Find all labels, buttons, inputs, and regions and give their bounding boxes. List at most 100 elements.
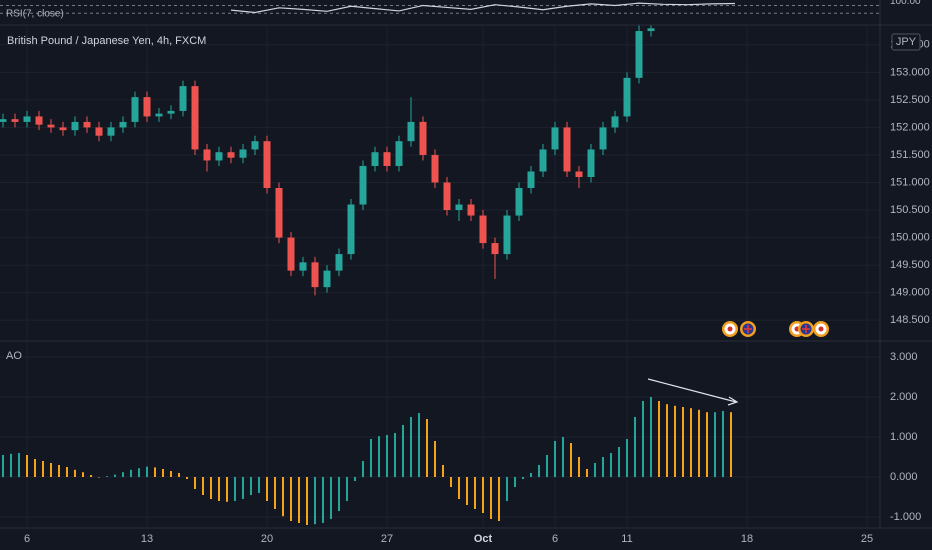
ao-bar (330, 477, 332, 519)
ao-bar (370, 439, 372, 477)
ao-bar (722, 411, 724, 477)
candle-body (467, 204, 475, 216)
ao-bar (2, 455, 4, 477)
ao-bar (74, 469, 76, 477)
candle-body (143, 97, 151, 117)
candle-body (587, 149, 595, 177)
ao-bar (410, 417, 412, 477)
ao-bar (490, 477, 492, 519)
candle-body (539, 149, 547, 172)
ao-bar (50, 463, 52, 477)
candle-body (491, 243, 499, 255)
ao-bar (434, 441, 436, 477)
candle-body (287, 237, 295, 271)
candle-body (323, 270, 331, 288)
currency-tag (891, 33, 921, 51)
ao-bar (666, 404, 668, 477)
x-tick-label: 25 (861, 533, 873, 545)
candle-body (455, 204, 463, 211)
flag-cross (802, 325, 810, 333)
y-tick-label: 149.000 (890, 287, 930, 299)
ao-bar (578, 457, 580, 477)
candle-body (575, 171, 583, 177)
ao-bar (418, 413, 420, 477)
candle-body (167, 110, 175, 114)
candle-body (551, 127, 559, 150)
y-tick-label: 148.500 (890, 314, 930, 326)
ao-bar (346, 477, 348, 501)
ao-bar (42, 461, 44, 477)
ao-bar (386, 435, 388, 477)
candle-body (563, 127, 571, 172)
ao-bar (306, 477, 308, 525)
ao-bar (106, 476, 108, 477)
candle-body (35, 116, 43, 125)
candle-body (227, 152, 235, 158)
y-tick-label: 2.000 (890, 391, 918, 403)
candle-body (395, 141, 403, 166)
symbol-title: British Pound / Japanese Yen, 4h, FXCM (7, 35, 206, 47)
ao-bar (698, 409, 700, 477)
ao-bar (570, 443, 572, 477)
ao-bar (426, 419, 428, 477)
flag-cross (744, 325, 752, 333)
ao-bar (474, 477, 476, 509)
ao-bar (242, 477, 244, 499)
ao-bar (586, 469, 588, 477)
ao-bar (154, 467, 156, 477)
candle-body (623, 77, 631, 117)
candle-body (47, 124, 55, 128)
candle-body (215, 152, 223, 161)
ao-bar (322, 477, 324, 523)
ao-bar (450, 477, 452, 487)
ao-bar (530, 473, 532, 477)
ao-bar (730, 412, 732, 477)
candle-body (119, 121, 127, 128)
ao-bar (218, 477, 220, 501)
candle-body (95, 127, 103, 136)
ao-bar (202, 477, 204, 495)
x-tick-label: 27 (381, 533, 393, 545)
ao-bar (114, 474, 116, 477)
ao-bar (234, 477, 236, 501)
ao-bar (138, 468, 140, 477)
ao-bar (522, 477, 524, 479)
ao-bar (354, 477, 356, 481)
flag-dot (727, 326, 733, 332)
ao-bar (634, 417, 636, 477)
candle-body (59, 127, 67, 131)
ao-bar (554, 441, 556, 477)
x-tick-label: 20 (261, 533, 273, 545)
candle-body (23, 116, 31, 122)
candle-body (239, 149, 247, 158)
x-tick-label: 18 (741, 533, 753, 545)
y-tick-label: 151.000 (890, 176, 930, 188)
ao-bar (266, 477, 268, 501)
arrow-head (727, 396, 739, 406)
ao-bar (338, 477, 340, 511)
ao-bar (130, 469, 132, 477)
candle-body (275, 188, 283, 238)
candle-body (299, 262, 307, 271)
ao-bar (18, 453, 20, 477)
x-tick-label: 6 (24, 533, 30, 545)
candle-body (179, 86, 187, 111)
ao-bar (642, 401, 644, 477)
ao-bar (162, 469, 164, 477)
candle-body (431, 154, 439, 183)
candle-body (635, 31, 643, 78)
candle-body (611, 116, 619, 128)
x-tick-label: 13 (141, 533, 153, 545)
ao-bar (66, 467, 68, 477)
y-tick-label: 152.500 (890, 94, 930, 106)
candle-body (203, 149, 211, 161)
ao-bar (594, 463, 596, 477)
candle-body (11, 119, 19, 122)
candles (0, 25, 655, 296)
ao-bar (546, 455, 548, 477)
candle-body (503, 215, 511, 255)
ao-bar (706, 412, 708, 477)
y-tick-label: 1.000 (890, 431, 918, 443)
